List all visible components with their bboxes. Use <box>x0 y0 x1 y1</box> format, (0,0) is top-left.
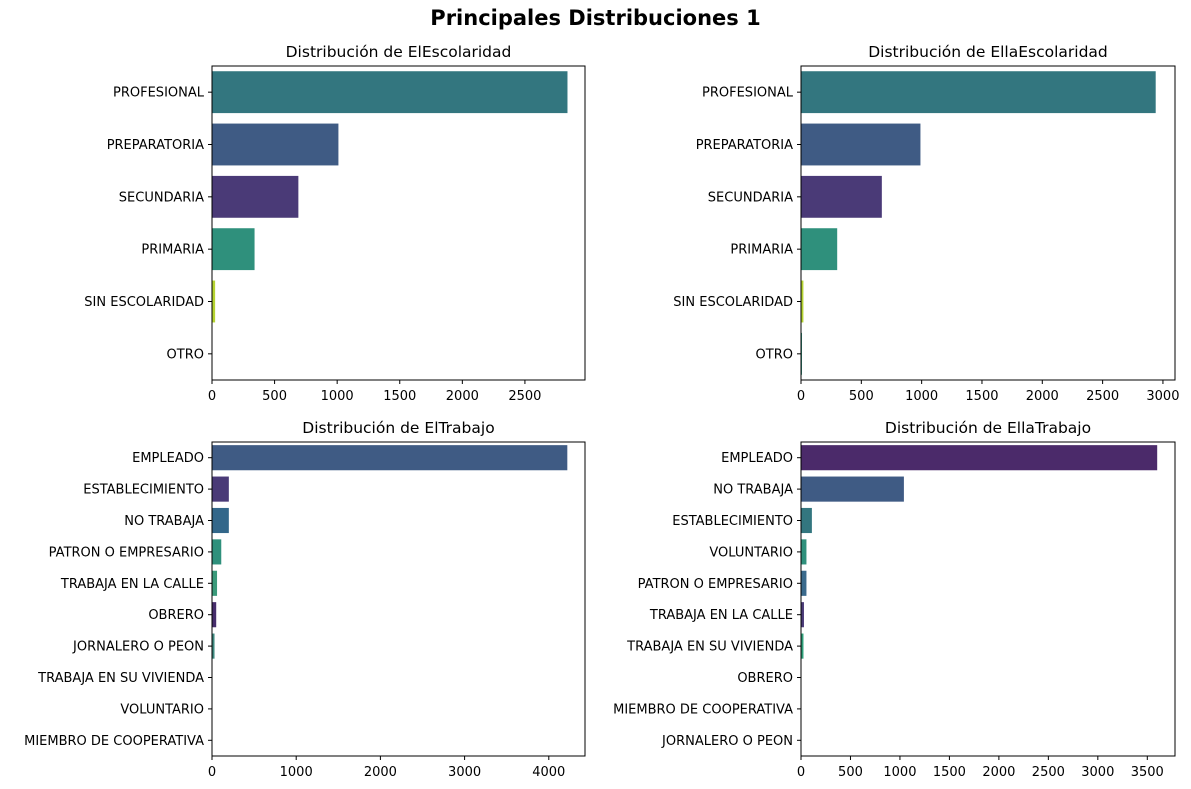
bar-obrero <box>212 602 217 628</box>
x-tick-label: 2000 <box>1026 389 1059 404</box>
bar-patron-o-empresario <box>801 570 807 596</box>
chart-title: Distribución de EllaTrabajo <box>885 419 1091 437</box>
y-tick-label: PRIMARIA <box>141 243 204 258</box>
y-tick-label: PREPARATORIA <box>107 138 204 153</box>
y-tick-label: TRABAJA EN SU VIVIENDA <box>626 640 793 655</box>
x-tick-label: 1000 <box>905 389 938 404</box>
chart-panel-1: PROFESIONAL PREPARATORIA SECUNDARIA PRIMARI… <box>84 43 586 404</box>
x-tick-label: 500 <box>838 765 863 780</box>
bar-jornalero-o-peon <box>212 633 215 659</box>
bar-primaria <box>212 228 255 271</box>
x-tick-label: 1500 <box>383 389 416 404</box>
bar-primaria <box>801 228 838 271</box>
chart-panel-3: EMPLEADO ESTABLECIMIENTO NO TRABAJA PATRON … <box>24 419 586 780</box>
bar-secundaria <box>801 175 882 218</box>
x-tick-label: 3000 <box>1146 389 1179 404</box>
x-tick-label: 2000 <box>446 389 479 404</box>
y-tick-label: NO TRABAJA <box>124 514 204 529</box>
bar-establecimiento <box>212 476 229 502</box>
bar-empleado <box>212 445 568 471</box>
y-tick-label: MIEMBRO DE COOPERATIVA <box>24 734 204 749</box>
y-tick-label: JORNALERO O PEON <box>661 734 793 749</box>
bar-voluntario <box>801 539 807 565</box>
x-tick-label: 0 <box>797 765 805 780</box>
bar-profesional <box>801 71 1156 114</box>
bar-establecimiento <box>801 507 812 534</box>
y-tick-label: SIN ESCOLARIDAD <box>84 295 204 310</box>
bar-sin-escolaridad <box>801 280 804 323</box>
y-tick-label: PREPARATORIA <box>696 138 793 153</box>
bar-preparatoria <box>801 123 921 166</box>
y-tick-label: TRABAJA EN SU VIVIENDA <box>37 671 204 686</box>
bar-preparatoria <box>212 123 339 166</box>
chart-panel-4: EMPLEADO NO TRABAJA ESTABLECIMIENTO VOLUNTA… <box>613 419 1176 780</box>
y-tick-label: VOLUNTARIO <box>709 545 793 560</box>
x-tick-label: 3500 <box>1131 765 1164 780</box>
x-tick-label: 2500 <box>508 389 541 404</box>
x-tick-label: 2500 <box>1086 389 1119 404</box>
bar-no-trabaja <box>801 476 904 502</box>
y-tick-label: OBRERO <box>737 671 793 686</box>
y-tick-label: PRIMARIA <box>730 243 793 258</box>
y-tick-label: OBRERO <box>148 608 204 623</box>
bar-trabaja-en-la-calle <box>212 570 218 596</box>
bar-profesional <box>212 71 568 114</box>
figure-title: Principales Distribuciones 1 <box>430 6 761 30</box>
bar-sin-escolaridad <box>212 280 216 323</box>
x-tick-label: 500 <box>262 389 287 404</box>
y-tick-label: JORNALERO O PEON <box>72 640 204 655</box>
axes-frame <box>211 441 586 757</box>
bar-no-trabaja <box>212 507 229 534</box>
x-tick-label: 4000 <box>532 765 565 780</box>
x-tick-label: 1500 <box>965 389 998 404</box>
y-tick-label: OTRO <box>756 347 793 362</box>
bar-secundaria <box>212 175 299 218</box>
axes-frame <box>211 65 586 381</box>
bar-trabaja-en-la-calle <box>801 602 804 628</box>
axes-frame <box>800 441 1176 757</box>
bar-trabaja-en-su-vivienda <box>801 633 804 659</box>
axes-frame <box>800 65 1176 381</box>
x-tick-label: 3000 <box>448 765 481 780</box>
chart-panel-2: PROFESIONAL PREPARATORIA SECUNDARIA PRIMARI… <box>673 43 1179 404</box>
y-tick-label: SECUNDARIA <box>708 190 793 205</box>
y-tick-label: VOLUNTARIO <box>120 702 204 717</box>
chart-title: Distribución de ElEscolaridad <box>286 43 512 61</box>
x-tick-label: 0 <box>797 389 805 404</box>
bar-empleado <box>801 445 1158 471</box>
x-tick-label: 1500 <box>933 765 966 780</box>
x-tick-label: 1000 <box>883 765 916 780</box>
y-tick-label: TRABAJA EN LA CALLE <box>649 608 793 623</box>
chart-title: Distribución de ElTrabajo <box>302 419 494 437</box>
x-tick-label: 1000 <box>280 765 313 780</box>
x-tick-label: 1000 <box>321 389 354 404</box>
y-tick-label: SECUNDARIA <box>119 190 204 205</box>
y-tick-label: PROFESIONAL <box>702 86 794 101</box>
x-tick-label: 2500 <box>1032 765 1065 780</box>
y-tick-label: OTRO <box>167 347 204 362</box>
chart-title: Distribución de EllaEscolaridad <box>868 43 1108 61</box>
y-tick-label: EMPLEADO <box>132 451 204 466</box>
x-tick-label: 2000 <box>364 765 397 780</box>
x-tick-label: 500 <box>849 389 874 404</box>
x-tick-label: 3000 <box>1081 765 1114 780</box>
y-tick-label: MIEMBRO DE COOPERATIVA <box>613 702 793 717</box>
y-tick-label: PATRON O EMPRESARIO <box>638 577 793 592</box>
y-tick-label: PATRON O EMPRESARIO <box>49 545 204 560</box>
y-tick-label: SIN ESCOLARIDAD <box>673 295 793 310</box>
y-tick-label: ESTABLECIMIENTO <box>83 483 204 498</box>
y-tick-label: PROFESIONAL <box>113 86 205 101</box>
y-tick-label: TRABAJA EN LA CALLE <box>60 577 204 592</box>
bar-patron-o-empresario <box>212 539 222 565</box>
y-tick-label: EMPLEADO <box>721 451 793 466</box>
x-tick-label: 0 <box>208 765 216 780</box>
x-tick-label: 0 <box>208 389 216 404</box>
x-tick-label: 2000 <box>982 765 1015 780</box>
y-tick-label: ESTABLECIMIENTO <box>672 514 793 529</box>
y-tick-label: NO TRABAJA <box>713 483 793 498</box>
